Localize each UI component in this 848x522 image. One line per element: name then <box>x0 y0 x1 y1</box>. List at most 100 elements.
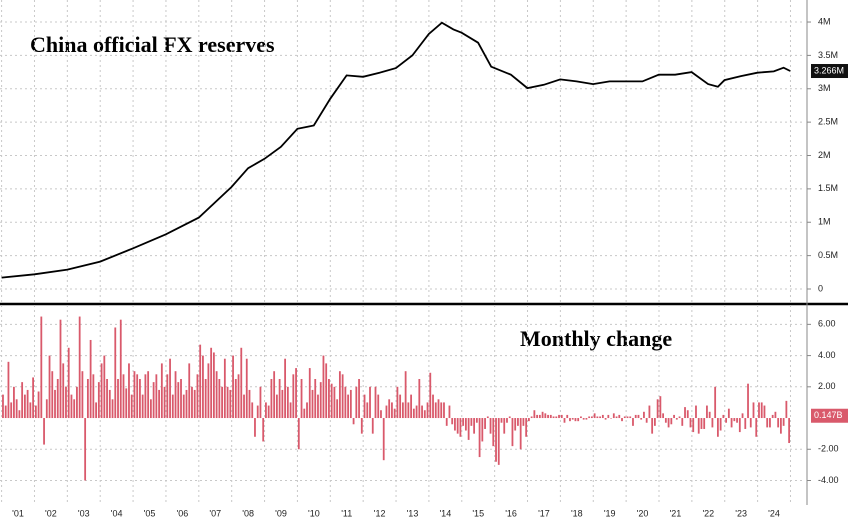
bar <box>13 386 15 419</box>
bar <box>284 358 287 419</box>
bar <box>243 394 245 419</box>
bar <box>459 418 462 437</box>
bar <box>193 389 196 419</box>
bar <box>391 402 393 419</box>
bar <box>788 418 791 444</box>
bar <box>664 418 667 423</box>
bar <box>180 379 182 419</box>
bar <box>741 413 744 419</box>
bar <box>338 371 341 419</box>
bar <box>106 379 108 419</box>
bar <box>574 418 577 422</box>
bar <box>86 379 89 419</box>
bar <box>629 416 632 419</box>
bar <box>514 418 517 431</box>
bar <box>4 405 7 419</box>
bar <box>23 394 26 419</box>
bar <box>382 418 385 461</box>
bar <box>229 389 232 419</box>
bar <box>448 405 451 419</box>
x-tick-label: '12 <box>374 508 386 518</box>
bar <box>32 377 35 419</box>
bar <box>566 414 569 419</box>
bar <box>538 414 541 419</box>
bar <box>511 418 514 447</box>
bar <box>706 405 708 419</box>
bar <box>736 418 738 423</box>
bar <box>423 410 426 419</box>
y-tick-label: 4.00 <box>818 350 836 360</box>
bar <box>128 363 130 419</box>
bar <box>470 418 473 426</box>
bar <box>111 399 114 419</box>
bar <box>265 402 267 419</box>
bar <box>475 418 478 423</box>
bar <box>92 374 95 419</box>
x-tick-label: '16 <box>505 508 517 518</box>
bar <box>500 418 503 423</box>
value-label: 0.147B <box>814 410 843 420</box>
bar <box>640 418 643 420</box>
bar <box>623 416 626 419</box>
bar <box>643 411 645 419</box>
bar <box>139 379 141 419</box>
bar <box>478 418 481 458</box>
bar <box>43 418 45 445</box>
bar <box>234 379 237 419</box>
x-tick-label: '13 <box>407 508 419 518</box>
bar <box>256 405 259 419</box>
bar <box>319 382 322 419</box>
bar <box>297 418 300 450</box>
x-tick-label: '01 <box>12 508 24 518</box>
bar <box>651 418 654 434</box>
bar <box>369 386 371 419</box>
bar <box>766 418 769 428</box>
bar <box>237 374 240 419</box>
x-tick-label: '15 <box>472 508 484 518</box>
bar <box>497 418 500 465</box>
bar <box>300 379 303 419</box>
bar <box>404 371 407 419</box>
bar <box>552 416 555 419</box>
bar <box>322 355 325 419</box>
bar <box>45 399 48 419</box>
bar <box>577 418 580 422</box>
bar <box>771 414 774 419</box>
bar <box>267 405 270 419</box>
bar <box>374 386 377 419</box>
bar <box>399 394 402 419</box>
bar <box>503 418 506 434</box>
bar <box>434 402 437 419</box>
bar <box>719 418 722 431</box>
bar <box>352 418 355 425</box>
bar <box>432 394 434 419</box>
chart-title: Monthly change <box>520 326 672 351</box>
y-tick-label: -4.00 <box>818 475 839 485</box>
bar <box>659 396 662 419</box>
bar <box>421 405 423 419</box>
bar <box>544 413 547 419</box>
bar <box>418 379 421 419</box>
bar <box>610 418 612 419</box>
bar <box>708 411 711 419</box>
bar <box>645 418 648 423</box>
x-tick-label: '08 <box>242 508 254 518</box>
bar <box>407 402 410 419</box>
bar <box>133 371 136 419</box>
x-tick-label: '02 <box>45 508 57 518</box>
bar <box>415 405 418 419</box>
bar <box>251 402 254 419</box>
bar <box>56 379 59 419</box>
bar <box>363 394 366 419</box>
bar <box>130 394 133 419</box>
bar <box>593 413 596 419</box>
bar <box>100 363 103 419</box>
bar <box>492 418 495 447</box>
bar <box>147 371 150 419</box>
bar <box>248 389 251 419</box>
bar <box>462 418 465 426</box>
bar <box>443 402 445 419</box>
bar <box>292 374 295 419</box>
